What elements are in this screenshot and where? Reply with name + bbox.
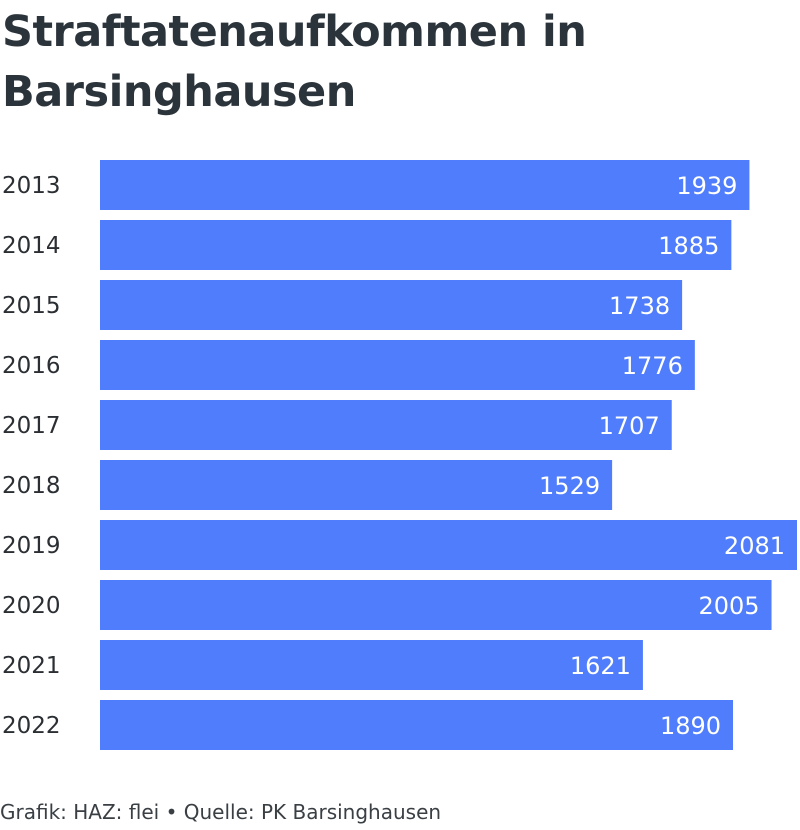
- value-label-2018: 1529: [539, 472, 600, 500]
- category-label-2020: 2020: [2, 593, 61, 619]
- bar-2014: [100, 220, 732, 270]
- bar-group-2016: 2016 1776: [2, 340, 695, 390]
- category-label-2019: 2019: [2, 533, 61, 559]
- source-credit: Grafik: HAZ: flei • Quelle: PK Barsingha…: [0, 800, 442, 824]
- value-label-2020: 2005: [698, 592, 759, 620]
- category-label-2016: 2016: [2, 353, 61, 379]
- category-label-2021: 2021: [2, 653, 61, 679]
- category-label-2014: 2014: [2, 233, 61, 259]
- value-label-2019: 2081: [724, 532, 785, 560]
- category-label-2017: 2017: [2, 413, 61, 439]
- bar-group-2013: 2013 1939: [2, 160, 750, 210]
- value-label-2016: 1776: [622, 352, 683, 380]
- chart-title: Straftatenaufkommen in Barsinghausen: [2, 7, 587, 117]
- bar-group-2014: 2014 1885: [2, 220, 732, 270]
- value-label-2013: 1939: [676, 172, 737, 200]
- bar-2013: [100, 160, 750, 210]
- value-label-2014: 1885: [658, 232, 719, 260]
- value-label-2015: 1738: [609, 292, 670, 320]
- bar-2019: [100, 520, 797, 570]
- category-label-2018: 2018: [2, 473, 61, 499]
- value-label-2021: 1621: [570, 652, 631, 680]
- value-label-2017: 1707: [599, 412, 660, 440]
- bar-group-2018: 2018 1529: [2, 460, 613, 510]
- category-label-2015: 2015: [2, 293, 61, 319]
- bar-group-2021: 2021 1621: [2, 640, 643, 690]
- value-label-2022: 1890: [660, 712, 721, 740]
- category-label-2022: 2022: [2, 713, 61, 739]
- bar-2016: [100, 340, 695, 390]
- bar-group-2022: 2022 1890: [2, 700, 734, 750]
- bar-2022: [100, 700, 734, 750]
- bar-group-2019: 2019 2081: [2, 520, 797, 570]
- bar-group-2017: 2017 1707: [2, 400, 672, 450]
- bar-2020: [100, 580, 772, 630]
- bar-group-2020: 2020 2005: [2, 580, 772, 630]
- category-label-2013: 2013: [2, 173, 61, 199]
- bar-2018: [100, 460, 613, 510]
- bar-2017: [100, 400, 672, 450]
- bar-2015: [100, 280, 683, 330]
- bar-2021: [100, 640, 643, 690]
- bar-group-2015: 2015 1738: [2, 280, 683, 330]
